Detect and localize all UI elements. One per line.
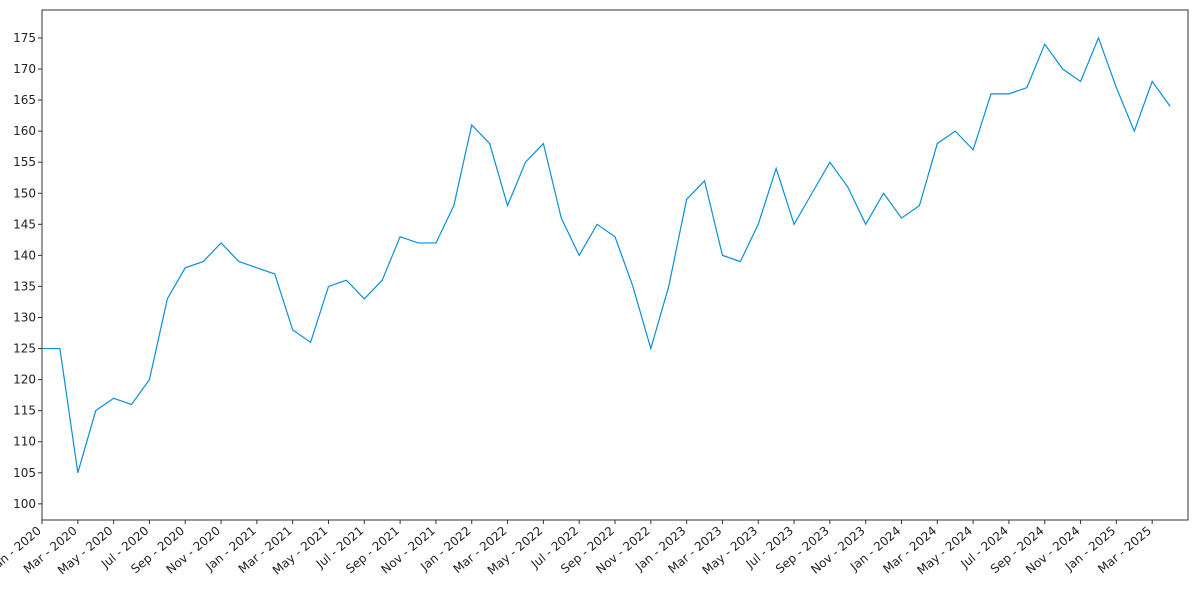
y-tick-label: 155 <box>13 155 36 169</box>
y-tick-label: 145 <box>13 217 36 231</box>
y-tick-label: 125 <box>13 342 36 356</box>
y-tick-label: 135 <box>13 279 36 293</box>
y-tick-label: 175 <box>13 31 36 45</box>
y-tick-label: 140 <box>13 248 36 262</box>
plot-frame <box>41 9 1189 521</box>
y-tick-label: 110 <box>13 435 36 449</box>
y-tick-label: 105 <box>13 466 36 480</box>
y-tick-label: 100 <box>13 497 36 511</box>
y-tick-label: 165 <box>13 93 36 107</box>
y-tick-label: 120 <box>13 373 36 387</box>
y-tick-label: 170 <box>13 62 36 76</box>
y-tick-label: 150 <box>13 186 36 200</box>
line-series <box>42 36 1171 473</box>
y-tick-label: 160 <box>13 124 36 138</box>
y-tick-label: 115 <box>13 404 36 418</box>
y-tick-label: 130 <box>13 310 36 324</box>
